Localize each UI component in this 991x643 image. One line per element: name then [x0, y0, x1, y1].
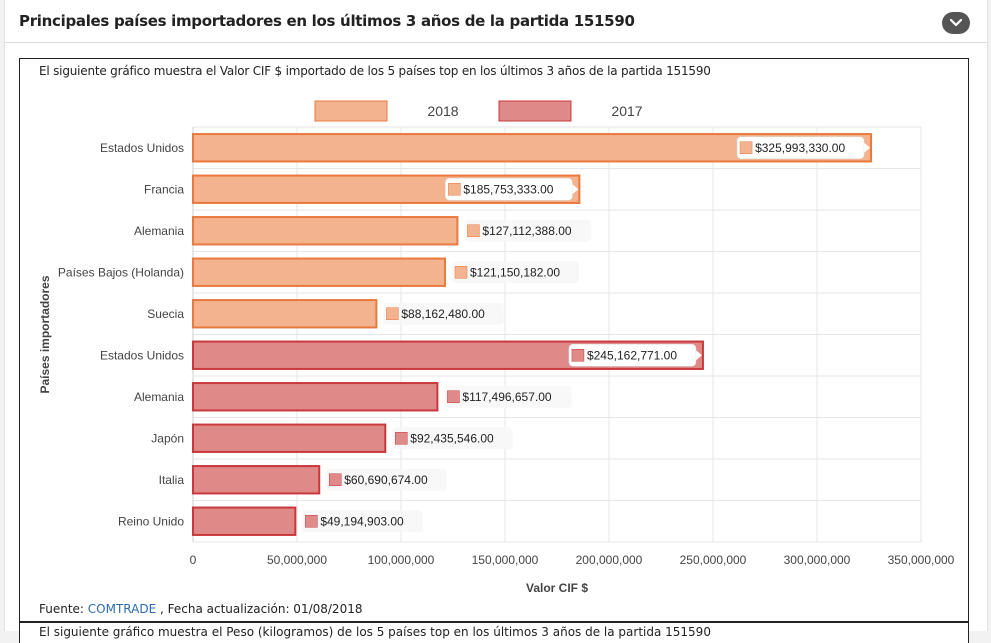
legend-swatch: [498, 100, 572, 122]
chevron-down-icon: [950, 18, 962, 27]
data-label-swatch: [454, 266, 468, 279]
source-footer: Fuente: COMTRADE , Fecha actualización: …: [39, 602, 362, 616]
next-chart-container: El siguiente gráfico muestra el Peso (ki…: [19, 622, 969, 643]
data-label-text: $49,194,903.00: [320, 514, 404, 528]
data-label-text: $88,162,480.00: [401, 307, 485, 321]
data-label: $325,993,330.00: [736, 136, 871, 159]
x-tick-label: 150,000,000: [472, 553, 539, 567]
chart-container: El siguiente gráfico muestra el Valor CI…: [19, 58, 969, 622]
legend-label: 2018: [427, 103, 458, 119]
data-label: $185,753,333.00: [445, 178, 579, 201]
x-axis-title: Valor CIF $: [526, 581, 588, 595]
category-label: Países Bajos (Holanda): [58, 265, 184, 279]
data-label: $92,435,546.00: [392, 427, 513, 450]
footer-prefix: Fuente:: [39, 602, 88, 616]
category-label: Francia: [144, 182, 184, 196]
data-label-swatch: [305, 515, 318, 528]
data-label: $60,690,674.00: [326, 468, 447, 491]
x-tick-label: 50,000,000: [267, 553, 327, 567]
category-label: Estados Unidos: [100, 141, 184, 155]
bar: [192, 382, 439, 412]
data-label-swatch: [447, 390, 460, 403]
data-label: $49,194,903.00: [302, 510, 423, 533]
data-label-bg: [464, 219, 592, 242]
category-label: Reino Unido: [118, 514, 184, 528]
category-label: Japón: [151, 431, 184, 445]
x-tick-label: 250,000,000: [680, 553, 747, 567]
data-label-bg: [326, 468, 447, 491]
bar-chart: 0 50,000,000 100,000,000 150,000,000 200,000…: [38, 100, 955, 595]
bar: [192, 299, 378, 329]
data-label-text: $117,496,657.00: [462, 390, 552, 404]
data-label-text: $245,162,771.00: [587, 348, 677, 362]
data-label-text: $92,435,546.00: [410, 431, 494, 445]
data-label-swatch: [328, 473, 342, 486]
data-label-text: $127,112,388.00: [482, 224, 572, 238]
data-label-swatch: [395, 432, 408, 445]
data-label-swatch: [448, 183, 461, 196]
legend-item-2018: 2018: [314, 100, 459, 122]
bar: [192, 216, 459, 246]
panel-title: Principales países importadores en los ú…: [19, 12, 635, 30]
bar: [192, 257, 446, 287]
category-label: Estados Unidos: [100, 348, 184, 362]
next-chart-description: El siguiente gráfico muestra el Peso (ki…: [39, 625, 711, 639]
legend-item-2017: 2017: [498, 100, 643, 122]
data-label-swatch: [571, 349, 585, 362]
data-label: $127,112,388.00: [464, 219, 592, 242]
data-label-swatch: [386, 307, 399, 320]
category-label: Italia: [159, 473, 185, 487]
data-label-pointer: [864, 142, 871, 153]
data-label-pointer: [695, 350, 702, 361]
data-label-bg: [392, 427, 513, 450]
chart-description: El siguiente gráfico muestra el Valor CI…: [39, 64, 711, 78]
data-label-bg: [444, 385, 572, 408]
data-label: $245,162,771.00: [568, 344, 702, 367]
data-label-swatch: [467, 224, 480, 237]
panel-header: Principales países importadores en los ú…: [5, 0, 987, 43]
data-label: $88,162,480.00: [383, 302, 504, 325]
comtrade-link[interactable]: COMTRADE: [87, 602, 157, 616]
legend-swatch: [314, 100, 388, 122]
data-label-swatch: [739, 141, 753, 154]
data-label-pointer: [572, 184, 579, 195]
y-axis-title: Países importadores: [38, 275, 52, 393]
x-tick-label: 300,000,000: [784, 553, 851, 567]
x-tick-label: 350,000,000: [888, 553, 955, 567]
data-label: $117,496,657.00: [444, 385, 572, 408]
data-label-text: $185,753,333.00: [463, 182, 553, 196]
collapse-button[interactable]: [942, 12, 970, 34]
legend-label: 2017: [611, 103, 642, 119]
category-label: Alemania: [134, 224, 184, 238]
data-label-text: $325,993,330.00: [755, 141, 845, 155]
x-tick-label: 100,000,000: [368, 553, 435, 567]
x-tick-label: 200,000,000: [576, 553, 643, 567]
x-tick-label: 0: [190, 553, 197, 567]
category-label: Alemania: [134, 390, 184, 404]
footer-suffix: , Fecha actualización: 01/08/2018: [156, 602, 363, 616]
data-label: $121,150,182.00: [451, 261, 579, 284]
bar: [192, 506, 297, 536]
data-label-bg: [383, 302, 504, 325]
bar: [192, 423, 387, 453]
bar: [192, 465, 321, 495]
data-label-text: $60,690,674.00: [344, 473, 428, 487]
data-label-bg: [302, 510, 423, 533]
category-label: Suecia: [147, 307, 184, 321]
data-label-bg: [451, 261, 579, 284]
imports-panel: Principales países importadores en los ú…: [4, 0, 988, 643]
data-label-text: $121,150,182.00: [470, 265, 560, 279]
